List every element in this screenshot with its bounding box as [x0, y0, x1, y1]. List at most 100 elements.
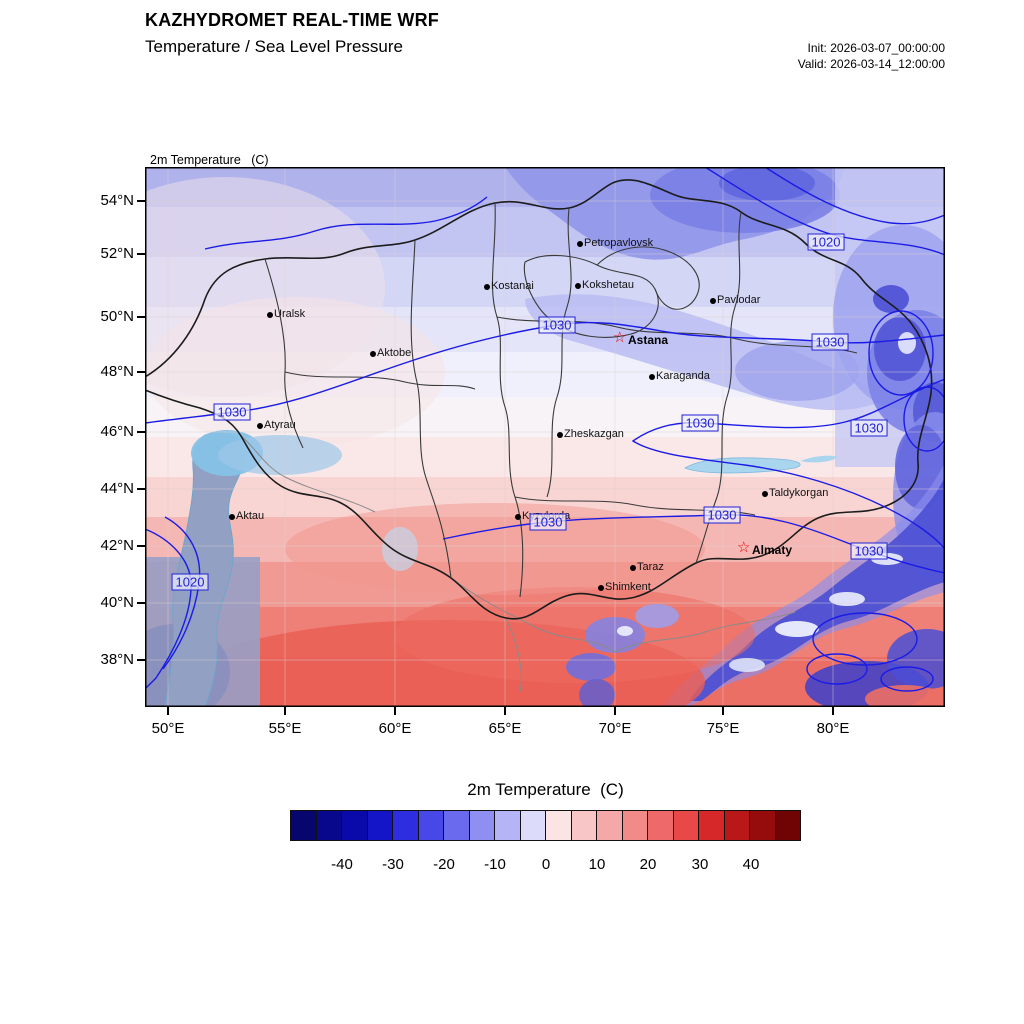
colorbar-segment: [367, 811, 393, 840]
caspian-sea: [164, 432, 246, 707]
city-label: Taraz: [637, 561, 664, 573]
city-label: Karaganda: [656, 370, 710, 382]
colorbar-segment: [775, 811, 800, 840]
city-label: Pavlodar: [717, 294, 761, 306]
pressure-label: 1030: [538, 316, 576, 334]
colorbar-tick-label: 10: [588, 856, 606, 873]
page-title: KAZHYDROMET REAL-TIME WRF: [145, 10, 439, 30]
lon-tick-label: 60°E: [378, 720, 412, 737]
colorbar-segment: [546, 811, 572, 840]
pressure-label: 1020: [171, 573, 209, 591]
lat-tick-label: 44°N: [100, 480, 134, 497]
city-dot: [229, 514, 235, 520]
city-dot: [370, 351, 376, 357]
axis-tick: [394, 707, 396, 715]
city-dot: [257, 423, 263, 429]
city-dot: [267, 312, 273, 318]
city-label: Kostanai: [491, 280, 534, 292]
colorbar-title: 2m Temperature (C): [467, 780, 624, 799]
lat-tick-label: 42°N: [100, 537, 134, 554]
colorbar-segment: [724, 811, 750, 840]
colorbar-segment: [469, 811, 495, 840]
city-dot: [484, 284, 490, 290]
page-subtitle: Temperature / Sea Level Pressure: [145, 37, 403, 56]
city-dot: [577, 241, 583, 247]
foreign-borders: [239, 434, 796, 693]
colorbar-tick-label: 0: [541, 856, 551, 873]
city-dot: [557, 432, 563, 438]
lat-tick-label: 52°N: [100, 245, 134, 262]
colorbar-segment: [418, 811, 444, 840]
city-dot: [630, 565, 636, 571]
colorbar-segment: [571, 811, 597, 840]
lon-tick-label: 80°E: [816, 720, 850, 737]
axis-tick: [137, 200, 145, 202]
colorbar-segment: [520, 811, 546, 840]
colorbar-segment: [673, 811, 699, 840]
lat-tick-label: 54°N: [100, 192, 134, 209]
lat-tick-label: 46°N: [100, 423, 134, 440]
colorbar-segment: [444, 811, 470, 840]
map-canvas: Petropavlovsk Kostanai Kokshetau Pavloda…: [145, 167, 945, 707]
city-dot: [762, 491, 768, 497]
colorbar-segment: [342, 811, 368, 840]
city-dot: [575, 283, 581, 289]
axis-tick: [137, 659, 145, 661]
axis-tick: [137, 602, 145, 604]
city-label: Almaty: [752, 543, 793, 557]
axis-tick: [614, 707, 616, 715]
colorbar-segment: [316, 811, 342, 840]
axis-tick: [137, 253, 145, 255]
lat-tick-label: 48°N: [100, 363, 134, 380]
init-time: Init: 2026-03-07_00:00:00: [807, 41, 945, 55]
colorbar-segment: [597, 811, 623, 840]
lat-tick-label: 40°N: [100, 594, 134, 611]
lon-tick-label: 70°E: [598, 720, 632, 737]
city-label: Zheskazgan: [564, 428, 624, 440]
lon-tick-label: 50°E: [151, 720, 185, 737]
colorbar-tick-label: 20: [639, 856, 657, 873]
axis-tick: [137, 431, 145, 433]
colorbar-tick-label: 40: [742, 856, 760, 873]
city-label: Astana: [628, 333, 669, 347]
city-label: Petropavlovsk: [584, 237, 654, 249]
city-label: Aktobe: [377, 347, 412, 359]
map-border: [145, 167, 945, 707]
pressure-label: 1030: [213, 403, 251, 421]
colorbar-segment: [622, 811, 648, 840]
lon-tick-label: 55°E: [268, 720, 302, 737]
pressure-label: 1030: [850, 542, 888, 560]
pressure-label: 1030: [703, 506, 741, 524]
colorbar-tick-label: -30: [382, 856, 404, 873]
pressure-label: 1030: [681, 414, 719, 432]
graticule: [145, 167, 945, 707]
city-label: Aktau: [236, 510, 265, 522]
city-label: Uralsk: [274, 308, 306, 320]
model-run-info: Init: 2026-03-07_00:00:00 Valid: 2026-03…: [798, 40, 945, 72]
colorbar-segment: [750, 811, 776, 840]
lat-tick-label: 38°N: [100, 651, 134, 668]
aral-sea: [382, 527, 418, 571]
city-dot: [598, 585, 604, 591]
axis-tick: [284, 707, 286, 715]
pressure-label: 1030: [811, 333, 849, 351]
city-dot: [515, 514, 521, 520]
lat-tick-label: 50°N: [100, 308, 134, 325]
pressure-label: 1030: [850, 419, 888, 437]
city-label: Kokshetau: [582, 279, 634, 291]
colorbar-segment: [291, 811, 317, 840]
kazakhstan-border: [145, 179, 933, 620]
axis-tick: [504, 707, 506, 715]
pressure-label: 1030: [529, 513, 567, 531]
layer-label-temperature: 2m Temperature (C): [150, 153, 269, 167]
colorbar-segment: [495, 811, 521, 840]
axis-tick: [832, 707, 834, 715]
lon-tick-label: 75°E: [706, 720, 740, 737]
axis-tick: [137, 371, 145, 373]
axis-tick: [137, 488, 145, 490]
colorbar-tick-label: 30: [691, 856, 709, 873]
valid-time: Valid: 2026-03-14_12:00:00: [797, 57, 945, 71]
colorbar-segment: [393, 811, 419, 840]
axis-tick: [137, 545, 145, 547]
colorbar-tick-label: -20: [433, 856, 455, 873]
